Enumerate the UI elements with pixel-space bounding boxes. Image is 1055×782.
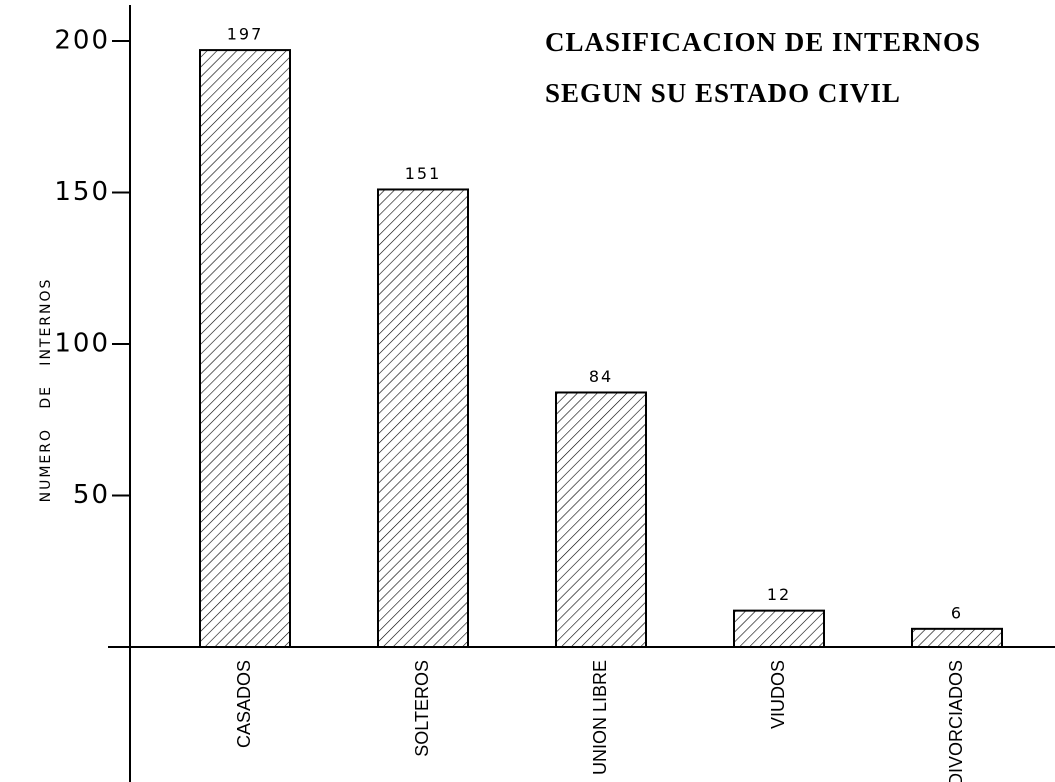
bar	[555, 391, 647, 649]
value-label: 6	[951, 603, 963, 622]
bar	[377, 188, 469, 648]
value-label: 151	[405, 164, 442, 183]
bar	[911, 627, 1003, 649]
x-tick-label: CASADOS	[234, 660, 254, 748]
y-tick-label: 150	[54, 177, 110, 207]
x-tick-label: SOLTEROS	[412, 660, 432, 757]
bar	[733, 609, 825, 649]
y-axis-label: NUMERO DE INTERNOS	[38, 278, 54, 503]
x-tick-label: UNION LIBRE	[590, 660, 610, 775]
x-tick-label: DIVORCIADOS	[946, 660, 966, 782]
bar	[199, 49, 291, 648]
x-tick-label: VIUDOS	[768, 660, 788, 729]
value-label: 84	[589, 367, 613, 386]
y-tick-label: 50	[73, 480, 110, 510]
chart-subtitle: SEGUN SU ESTADO CIVIL	[545, 78, 901, 108]
chart-title: CLASIFICACION DE INTERNOS	[545, 27, 981, 57]
value-label: 197	[227, 25, 264, 44]
y-tick-label: 200	[54, 26, 110, 56]
y-tick-label: 100	[54, 329, 110, 359]
value-label: 12	[767, 585, 791, 604]
